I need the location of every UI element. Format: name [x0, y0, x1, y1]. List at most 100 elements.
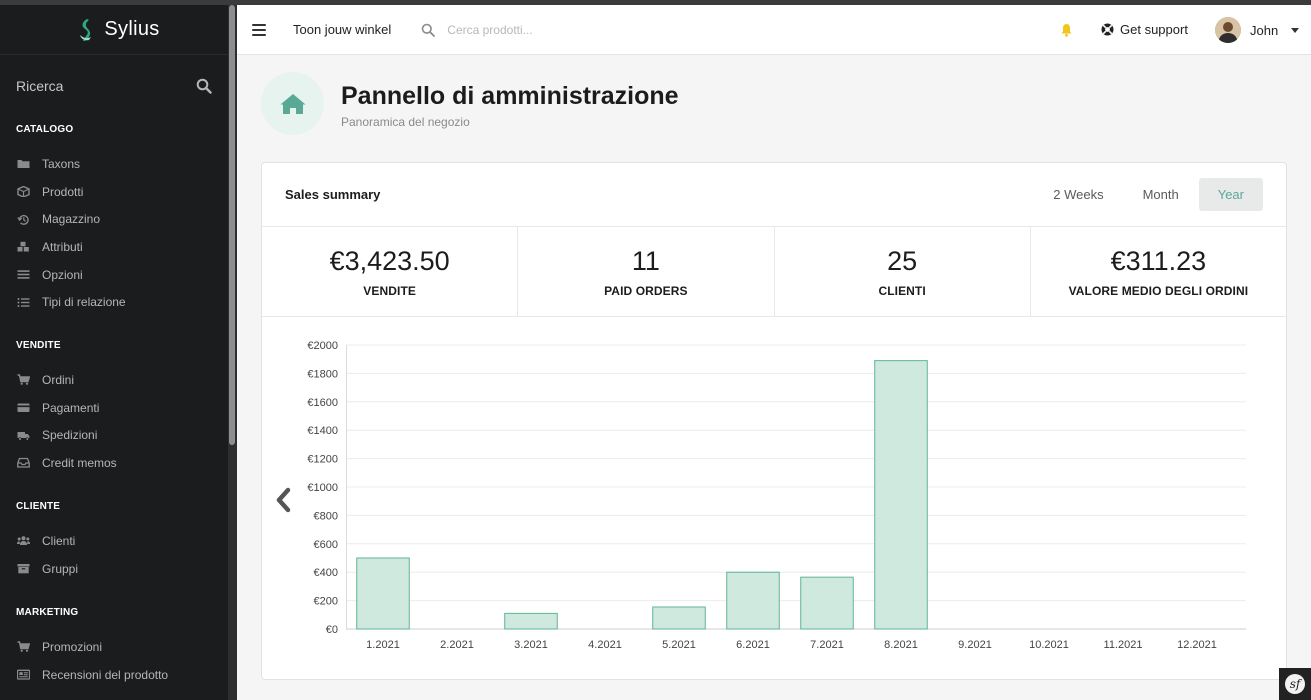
cube-icon: [17, 186, 30, 198]
truck-icon: [17, 431, 30, 441]
sidebar-section-title: MARKETING: [16, 607, 79, 618]
chart-y-tick-label: €0: [326, 624, 338, 636]
sidebar-item-label: Credit memos: [42, 455, 117, 470]
stat-label: VENDITE: [363, 283, 416, 298]
get-support-button[interactable]: Get support: [1101, 22, 1188, 37]
sidebar-logo[interactable]: Sylius: [0, 0, 236, 55]
window-top-border: [0, 0, 1311, 5]
stat-sales: €3,423.50 VENDITE: [262, 227, 519, 316]
sales-chart: €0 €200 €400 €600 €800 €1000 €1200 €1400 €1600 €1…: [307, 340, 1246, 651]
sidebar-search[interactable]: Ricerca: [0, 55, 236, 117]
chart-y-tick-label: €1000: [307, 482, 338, 494]
page-title: Pannello di amministrazione: [341, 82, 679, 110]
caret-down-icon: [1291, 27, 1300, 33]
sidebar-section-vendite: VENDITE Ordini Pagamenti Spedizioni Credit m…: [0, 340, 228, 477]
period-tab-year[interactable]: Year: [1198, 178, 1263, 211]
sylius-logo-icon: [80, 18, 92, 41]
brand-name: Sylius: [104, 18, 160, 40]
chart-x-tick-label: 10.2021: [1029, 639, 1069, 651]
sidebar-item-recensioni-del-prodotto[interactable]: Recensioni del prodotto: [0, 661, 228, 689]
menu-toggle-icon[interactable]: [252, 23, 266, 36]
chart-bar[interactable]: [726, 571, 780, 630]
chart-bar[interactable]: [800, 576, 854, 630]
life-ring-icon: [1101, 23, 1114, 36]
sales-summary-header: Sales summary 2 Weeks Month Year: [262, 163, 1286, 227]
list-ul-icon: [17, 297, 30, 307]
stat-label: CLIENTI: [878, 283, 926, 298]
chart-bar[interactable]: [356, 557, 410, 630]
sidebar-item-label: Ordini: [42, 372, 75, 387]
chart-bar[interactable]: [874, 360, 928, 630]
sales-summary-title: Sales summary: [285, 187, 381, 202]
sidebar-item-ordini[interactable]: Ordini: [0, 366, 228, 394]
sidebar-item-gruppi[interactable]: Gruppi: [0, 555, 228, 583]
sidebar-item-magazzino[interactable]: Magazzino: [0, 205, 228, 233]
page-subtitle: Panoramica del negozio: [341, 115, 470, 129]
sidebar-item-label: Opzioni: [42, 267, 83, 282]
home-icon-badge: [261, 72, 324, 135]
chart-y-tick-label: €1600: [307, 397, 338, 409]
sidebar-item-taxons[interactable]: Taxons: [0, 150, 228, 178]
sidebar-item-clienti[interactable]: Clienti: [0, 527, 228, 555]
stats-row: €3,423.50 VENDITE 11 PAID ORDERS 25 CLIE…: [262, 227, 1286, 317]
sidebar-section-cliente: CLIENTE Clienti Gruppi: [0, 501, 228, 582]
search-icon[interactable]: [196, 78, 212, 94]
archive-icon: [17, 564, 30, 574]
user-menu[interactable]: John: [1215, 17, 1300, 43]
sidebar-item-label: Magazzino: [42, 212, 101, 227]
newspaper-icon: [17, 669, 30, 680]
folder-icon: [17, 160, 30, 169]
period-tab-2-weeks[interactable]: 2 Weeks: [1053, 187, 1104, 202]
sidebar-item-tipi-di-relazione[interactable]: Tipi di relazione: [0, 288, 228, 316]
symfony-toolbar-button[interactable]: sf: [1279, 668, 1311, 700]
sidebar-item-promozioni[interactable]: Promozioni: [0, 633, 228, 661]
stat-value: €311.23: [1110, 245, 1207, 276]
sidebar-item-prodotti[interactable]: Prodotti: [0, 178, 228, 206]
chart-bar[interactable]: [652, 606, 706, 630]
chart-x-tick-label: 6.2021: [736, 639, 770, 651]
get-support-label: Get support: [1120, 22, 1188, 37]
chart-x-tick-label: 4.2021: [588, 639, 622, 651]
chevron-left-icon[interactable]: [274, 487, 292, 513]
bell-icon[interactable]: [1060, 23, 1073, 37]
stat-label: PAID ORDERS: [604, 283, 688, 298]
sidebar-item-label: Prodotti: [42, 184, 84, 199]
stat-value: 25: [887, 245, 918, 276]
stat-value: 11: [631, 245, 660, 276]
chart-bar[interactable]: [504, 612, 558, 630]
sidebar-scrollbar[interactable]: [229, 5, 235, 445]
sidebar-item-pagamenti[interactable]: Pagamenti: [0, 394, 228, 422]
sidebar-item-label: Spedizioni: [42, 428, 98, 443]
chart-y-tick-label: €2000: [307, 340, 338, 352]
history-icon: [17, 214, 29, 225]
home-icon: [280, 93, 305, 114]
symfony-icon: sf: [1285, 674, 1305, 694]
chart-y-tick-label: €1800: [307, 368, 338, 380]
period-tab-month[interactable]: Month: [1142, 187, 1179, 202]
product-search-input[interactable]: [447, 22, 748, 37]
chart-x-tick-label: 3.2021: [514, 639, 548, 651]
sidebar-item-label: Recensioni del prodotto: [42, 667, 169, 682]
sidebar-item-label: Clienti: [42, 533, 76, 548]
shop-link[interactable]: Toon jouw winkel: [293, 22, 392, 37]
sidebar-item-label: Attributi: [42, 239, 83, 254]
chart-y-tick-label: €600: [314, 539, 338, 551]
sidebar-section-title: CATALOGO: [16, 124, 74, 135]
sidebar-item-attributi[interactable]: Attributi: [0, 233, 228, 261]
sidebar-item-label: Gruppi: [42, 561, 79, 576]
cart-icon: [17, 641, 30, 653]
sidebar-item-opzioni[interactable]: Opzioni: [0, 261, 228, 289]
chart-y-tick-label: €400: [314, 567, 338, 579]
cart-icon: [17, 374, 30, 386]
sidebar-item-credit-memos[interactable]: Credit memos: [0, 449, 228, 477]
list-icon: [17, 270, 30, 279]
sidebar-item-spedizioni[interactable]: Spedizioni: [0, 421, 228, 449]
chart-x-tick-label: 2.2021: [440, 639, 474, 651]
chart-y-tick-label: €1200: [307, 454, 338, 466]
sidebar-section-title: VENDITE: [16, 340, 61, 351]
chart-x-tick-label: 1.2021: [366, 639, 400, 651]
sidebar-item-label: Promozioni: [42, 639, 103, 654]
chart-y-tick-label: €1400: [307, 425, 338, 437]
sidebar: Sylius Ricerca CATALOGO Taxons Prodotti Mag…: [0, 0, 237, 700]
chart-x-tick-label: 7.2021: [810, 639, 844, 651]
